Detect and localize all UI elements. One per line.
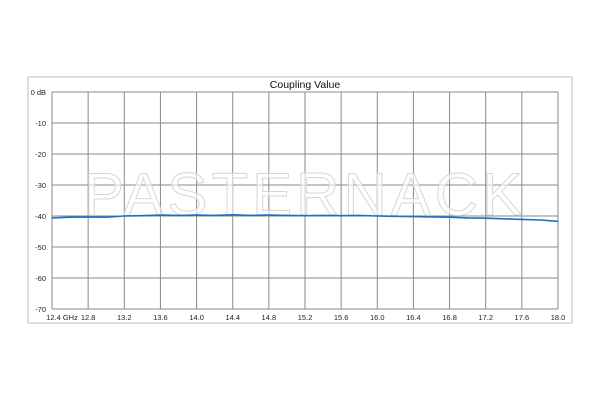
data-point bbox=[177, 214, 180, 216]
y-tick-label: -10 bbox=[35, 119, 46, 128]
x-tick-label: 13.6 bbox=[153, 313, 168, 322]
y-tick-label: -70 bbox=[35, 305, 46, 314]
data-point bbox=[448, 216, 451, 218]
data-point bbox=[358, 214, 360, 216]
data-point bbox=[376, 215, 378, 217]
data-point bbox=[467, 217, 469, 219]
x-tick-label: 14.4 bbox=[225, 313, 240, 322]
data-point bbox=[250, 214, 252, 216]
data-point bbox=[69, 216, 71, 218]
data-point bbox=[123, 215, 125, 217]
x-tick-label: 17.2 bbox=[478, 313, 493, 322]
data-point bbox=[232, 214, 234, 216]
x-tick-label: 13.2 bbox=[117, 313, 132, 322]
x-tick-label: 16.0 bbox=[370, 313, 385, 322]
y-tick-label: -50 bbox=[35, 243, 46, 252]
data-point bbox=[159, 214, 162, 216]
data-point bbox=[105, 216, 107, 218]
data-point bbox=[539, 219, 541, 221]
x-tick-label: 16.8 bbox=[442, 313, 457, 322]
y-tick-label: -40 bbox=[35, 212, 46, 221]
x-tick-label: 16.4 bbox=[406, 313, 421, 322]
data-point bbox=[286, 214, 288, 216]
data-point bbox=[141, 215, 143, 217]
x-tick-label: 12.4 GHz bbox=[46, 313, 78, 322]
x-tick-label: 15.2 bbox=[298, 313, 313, 322]
data-point bbox=[503, 218, 505, 220]
data-point bbox=[430, 216, 433, 218]
y-tick-label: -20 bbox=[35, 150, 46, 159]
data-point bbox=[521, 218, 523, 221]
x-tick-label: 15.6 bbox=[334, 313, 349, 322]
data-point bbox=[485, 217, 487, 219]
x-tick-label: 12.8 bbox=[81, 313, 96, 322]
data-point bbox=[557, 220, 559, 222]
data-point bbox=[322, 214, 324, 216]
chart-frame bbox=[27, 76, 573, 324]
data-point bbox=[87, 216, 89, 218]
y-tick-label: 0 dB bbox=[31, 88, 46, 97]
data-point bbox=[412, 216, 415, 218]
y-tick-label: -60 bbox=[35, 274, 46, 283]
x-tick-label: 14.0 bbox=[189, 313, 204, 322]
data-point bbox=[394, 215, 396, 217]
data-point bbox=[268, 214, 270, 216]
chart-title: Coupling Value bbox=[270, 79, 341, 91]
x-tick-label: 14.8 bbox=[262, 313, 277, 322]
x-tick-label: 18.0 bbox=[551, 313, 566, 322]
data-point bbox=[195, 214, 198, 216]
data-point bbox=[51, 217, 53, 219]
y-tick-label: -30 bbox=[35, 181, 46, 190]
data-point bbox=[304, 215, 306, 217]
data-point bbox=[340, 215, 342, 217]
x-tick-label: 17.6 bbox=[515, 313, 530, 322]
data-point bbox=[214, 214, 216, 216]
